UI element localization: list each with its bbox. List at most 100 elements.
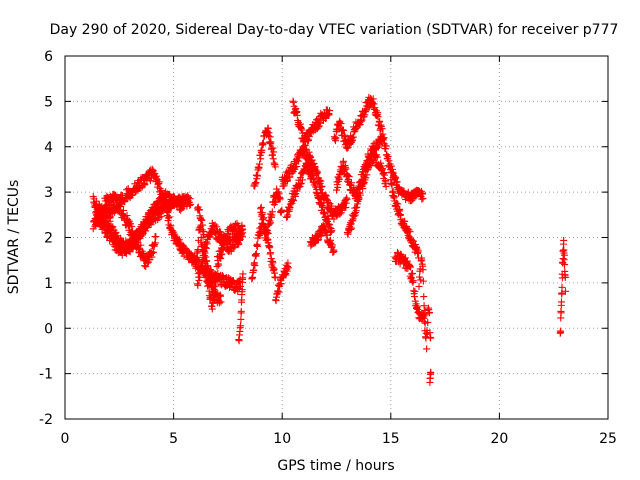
data-point xyxy=(401,217,409,225)
data-point xyxy=(266,217,274,225)
data-point xyxy=(271,163,279,171)
data-point xyxy=(215,299,223,307)
series-arc-t xyxy=(354,93,390,153)
data-point xyxy=(394,200,402,208)
plot-frame xyxy=(64,55,609,420)
series-arc-z xyxy=(556,236,569,337)
data-point xyxy=(353,203,361,211)
data-point xyxy=(254,172,262,180)
data-point xyxy=(561,273,569,281)
data-point xyxy=(260,214,268,222)
data-point xyxy=(213,271,221,279)
data-point xyxy=(379,130,387,138)
data-point xyxy=(362,174,370,182)
data-point xyxy=(334,183,342,191)
data-point xyxy=(202,244,210,252)
data-point xyxy=(396,205,404,213)
data-point xyxy=(230,244,238,252)
data-point xyxy=(381,171,389,179)
x-tick-label: 15 xyxy=(382,431,400,447)
data-point xyxy=(178,204,186,212)
data-point xyxy=(196,273,204,281)
data-point xyxy=(278,206,286,214)
data-point xyxy=(325,199,333,207)
data-point xyxy=(301,141,309,149)
data-point xyxy=(560,251,568,259)
data-point xyxy=(414,247,422,255)
data-point xyxy=(198,216,206,224)
data-point xyxy=(151,240,159,248)
data-point xyxy=(146,216,154,224)
data-point xyxy=(305,136,313,144)
data-point xyxy=(208,280,216,288)
data-point xyxy=(378,125,386,133)
data-point xyxy=(341,133,349,141)
series-arc-f xyxy=(193,219,247,289)
data-point xyxy=(384,152,392,160)
data-point xyxy=(419,266,427,274)
data-point xyxy=(420,302,428,310)
data-point xyxy=(405,226,413,234)
y-tick-label: 4 xyxy=(44,140,53,156)
data-point xyxy=(561,287,569,295)
data-point xyxy=(297,179,305,187)
data-point xyxy=(409,269,417,277)
data-point xyxy=(326,107,334,115)
data-point xyxy=(280,182,288,190)
y-tick-label: 6 xyxy=(44,49,53,65)
x-axis-label: GPS time / hours xyxy=(277,458,394,474)
data-point xyxy=(419,194,427,202)
y-tick-label: -1 xyxy=(39,367,53,383)
data-point xyxy=(109,223,117,231)
series-arc-k xyxy=(256,185,286,244)
data-points xyxy=(89,93,569,386)
data-point xyxy=(216,254,224,262)
data-point xyxy=(424,318,432,326)
data-point xyxy=(257,203,265,211)
data-point xyxy=(339,157,347,165)
series-arc-o xyxy=(283,159,336,236)
data-point xyxy=(264,229,272,237)
y-tick-label: -2 xyxy=(39,412,53,428)
data-point xyxy=(284,264,292,272)
data-point xyxy=(298,126,306,134)
data-point xyxy=(237,322,245,330)
data-point xyxy=(157,186,165,194)
data-point xyxy=(362,108,370,116)
data-point xyxy=(286,173,294,181)
data-point xyxy=(237,307,245,315)
data-point xyxy=(123,212,131,219)
data-point xyxy=(426,308,434,316)
data-point xyxy=(142,263,150,271)
data-point xyxy=(112,191,120,199)
data-point xyxy=(134,234,142,242)
data-point xyxy=(291,191,299,199)
data-point xyxy=(276,195,284,203)
data-point xyxy=(264,124,272,132)
data-point xyxy=(382,183,390,191)
series-arc-h xyxy=(235,270,247,345)
data-point xyxy=(385,157,393,165)
series-arc-n xyxy=(289,97,334,150)
data-point xyxy=(317,177,325,185)
y-tick-label: 0 xyxy=(44,321,53,337)
data-point xyxy=(201,241,209,249)
x-tick-label: 10 xyxy=(273,431,291,447)
data-point xyxy=(349,133,357,141)
data-point xyxy=(266,133,274,141)
chart-title: Day 290 of 2020, Sidereal Day-to-day VTE… xyxy=(50,22,619,38)
data-point xyxy=(175,236,183,244)
data-point xyxy=(406,228,414,236)
data-point xyxy=(238,230,246,238)
x-tick-label: 5 xyxy=(169,431,178,447)
data-point xyxy=(345,173,353,181)
y-axis-label: SDTVAR / TECUs xyxy=(6,180,22,295)
data-point xyxy=(252,179,260,187)
data-point xyxy=(406,262,414,270)
data-point xyxy=(411,287,419,295)
data-point xyxy=(330,247,338,255)
data-point xyxy=(200,231,208,239)
data-point xyxy=(213,223,221,231)
x-tick-label: 25 xyxy=(599,431,617,447)
data-point xyxy=(187,200,195,208)
